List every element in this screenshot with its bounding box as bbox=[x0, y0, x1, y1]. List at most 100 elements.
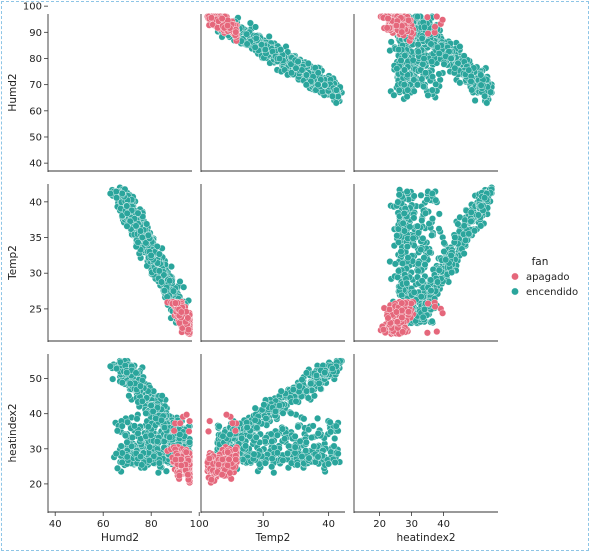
point-encendido bbox=[418, 34, 426, 42]
point-encendido bbox=[454, 220, 462, 228]
point-encendido bbox=[118, 379, 126, 387]
point-apagado bbox=[439, 309, 447, 317]
point-encendido bbox=[456, 43, 464, 51]
point-encendido bbox=[456, 79, 464, 87]
point-encendido bbox=[143, 220, 151, 228]
point-encendido bbox=[483, 99, 491, 107]
point-encendido bbox=[414, 13, 422, 21]
point-encendido bbox=[395, 267, 403, 275]
point-encendido bbox=[186, 438, 194, 446]
point-encendido bbox=[409, 234, 417, 242]
point-encendido bbox=[146, 443, 154, 451]
point-encendido bbox=[403, 279, 411, 287]
point-encendido bbox=[121, 432, 129, 440]
point-encendido bbox=[395, 238, 403, 246]
point-encendido bbox=[400, 81, 408, 89]
point-encendido bbox=[465, 230, 473, 238]
point-encendido bbox=[417, 293, 425, 301]
point-encendido bbox=[123, 209, 131, 217]
point-encendido bbox=[328, 92, 336, 100]
point-encendido bbox=[302, 81, 310, 89]
point-encendido bbox=[391, 260, 399, 268]
point-encendido bbox=[410, 76, 418, 84]
panel-Temp2-vs-heatindex2 bbox=[353, 184, 498, 342]
point-apagado bbox=[171, 456, 179, 464]
point-encendido bbox=[126, 380, 134, 388]
point-apagado bbox=[185, 427, 193, 435]
point-encendido bbox=[487, 88, 495, 96]
point-encendido bbox=[442, 256, 450, 264]
point-encendido bbox=[395, 46, 403, 54]
point-encendido bbox=[460, 250, 468, 258]
point-encendido bbox=[403, 93, 411, 101]
point-encendido bbox=[418, 216, 426, 224]
point-apagado bbox=[386, 306, 394, 314]
point-encendido bbox=[410, 214, 418, 222]
point-encendido bbox=[410, 87, 418, 95]
point-encendido bbox=[400, 209, 408, 217]
point-encendido bbox=[410, 192, 418, 200]
point-apagado bbox=[232, 28, 240, 36]
point-encendido bbox=[169, 287, 177, 295]
point-encendido bbox=[300, 415, 308, 423]
point-encendido bbox=[401, 227, 409, 235]
point-encendido bbox=[137, 227, 145, 235]
point-encendido bbox=[420, 82, 428, 90]
point-apagado bbox=[177, 461, 185, 469]
point-encendido bbox=[149, 407, 157, 415]
point-encendido bbox=[314, 81, 322, 89]
point-encendido bbox=[109, 375, 117, 383]
point-encendido bbox=[403, 243, 411, 251]
point-encendido bbox=[155, 459, 163, 467]
point-apagado bbox=[384, 14, 392, 22]
point-encendido bbox=[294, 58, 302, 66]
point-encendido bbox=[445, 48, 453, 56]
point-apagado bbox=[184, 314, 192, 322]
point-encendido bbox=[435, 210, 443, 218]
point-encendido bbox=[138, 461, 146, 469]
point-encendido bbox=[429, 73, 437, 81]
series-apagado bbox=[377, 298, 447, 338]
point-encendido bbox=[460, 222, 468, 230]
point-apagado bbox=[218, 14, 226, 22]
point-apagado bbox=[177, 308, 185, 316]
point-encendido bbox=[467, 77, 475, 85]
point-encendido bbox=[423, 196, 431, 204]
point-encendido bbox=[435, 50, 443, 58]
point-apagado bbox=[433, 328, 441, 336]
point-encendido bbox=[421, 23, 429, 31]
point-encendido bbox=[155, 250, 163, 258]
point-encendido bbox=[332, 99, 340, 107]
point-encendido bbox=[155, 267, 163, 275]
point-encendido bbox=[243, 30, 251, 38]
point-apagado bbox=[423, 13, 431, 21]
point-encendido bbox=[393, 232, 401, 240]
point-encendido bbox=[460, 52, 468, 60]
point-apagado bbox=[407, 300, 415, 308]
panel-heatindex2-vs-Humd2 bbox=[47, 354, 194, 513]
point-encendido bbox=[414, 81, 422, 89]
point-encendido bbox=[401, 52, 409, 60]
point-encendido bbox=[447, 55, 455, 63]
point-encendido bbox=[434, 278, 442, 286]
point-encendido bbox=[252, 34, 260, 42]
point-encendido bbox=[277, 46, 285, 54]
point-encendido bbox=[440, 248, 448, 256]
point-encendido bbox=[422, 69, 430, 77]
point-apagado bbox=[431, 23, 439, 31]
point-encendido bbox=[440, 239, 448, 247]
point-encendido bbox=[477, 81, 485, 89]
point-encendido bbox=[261, 46, 269, 54]
point-encendido bbox=[288, 69, 296, 77]
point-encendido bbox=[158, 392, 166, 400]
point-encendido bbox=[418, 277, 426, 285]
point-encendido bbox=[147, 431, 155, 439]
point-encendido bbox=[394, 198, 402, 206]
point-encendido bbox=[118, 458, 126, 466]
point-apagado bbox=[431, 303, 439, 311]
point-encendido bbox=[332, 86, 340, 94]
point-encendido bbox=[118, 189, 126, 197]
point-encendido bbox=[276, 55, 284, 63]
point-encendido bbox=[432, 196, 440, 204]
point-encendido bbox=[419, 313, 427, 321]
